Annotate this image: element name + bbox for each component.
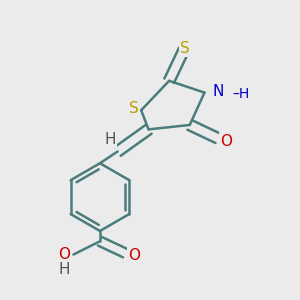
Text: O: O xyxy=(128,248,140,263)
Text: O: O xyxy=(58,247,70,262)
Text: H: H xyxy=(59,262,70,277)
Text: S: S xyxy=(129,101,139,116)
Text: N: N xyxy=(212,84,224,99)
Text: S: S xyxy=(181,41,190,56)
Text: –H: –H xyxy=(232,87,250,101)
Text: H: H xyxy=(104,132,116,147)
Text: O: O xyxy=(220,134,232,149)
